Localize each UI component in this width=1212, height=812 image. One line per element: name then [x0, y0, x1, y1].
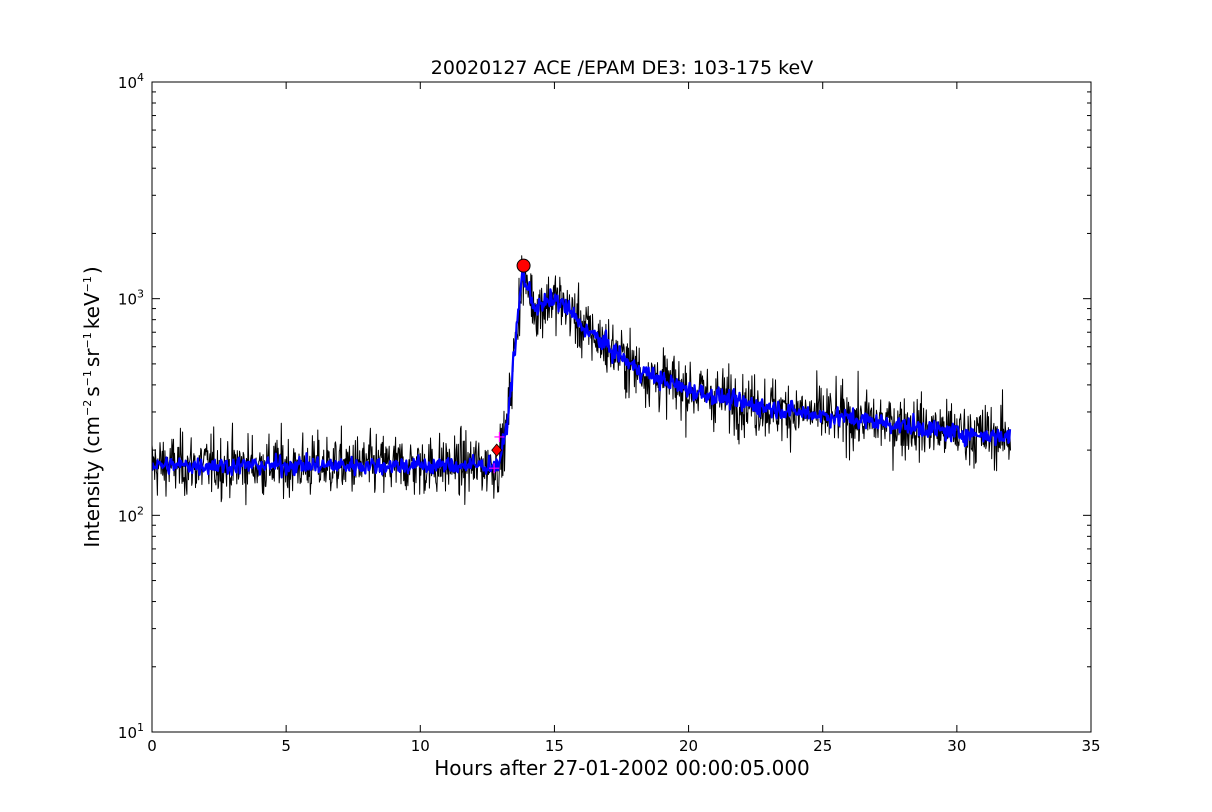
x-axis: 0 5 10 15 20 25 30 35 [147, 82, 1101, 755]
series-layer [152, 255, 1012, 506]
y-axis: 101 102 103 104 [118, 71, 1091, 742]
onset-marker [491, 443, 503, 457]
y-tick-label: 103 [118, 288, 144, 309]
x-tick-label: 20 [679, 737, 698, 755]
x-tick-label: 35 [1081, 737, 1100, 755]
x-tick-label: 5 [281, 737, 291, 755]
y-axis-label: Intensity (cm−2s−1sr−1keV−1) [80, 266, 104, 547]
chart-title: 20020127 ACE /EPAM DE3: 103-175 keV [431, 57, 813, 79]
x-axis-label: Hours after 27-01-2002 00:00:05.000 [434, 756, 810, 780]
peak-marker [516, 258, 531, 273]
x-tick-label: 15 [545, 737, 564, 755]
plot-frame [151, 81, 1092, 733]
onset-cross-marker [489, 463, 500, 474]
marker-layer [489, 258, 531, 474]
x-tick-label: 30 [947, 737, 966, 755]
smoothed-intensity-line [152, 269, 1012, 479]
x-tick-label: 0 [147, 737, 157, 755]
y-tick-label: 101 [118, 721, 144, 742]
y-tick-label: 102 [118, 504, 144, 525]
onset-cross-marker [494, 431, 505, 442]
y-tick-label: 104 [118, 71, 144, 92]
x-tick-label: 25 [813, 737, 832, 755]
x-tick-label: 10 [411, 737, 430, 755]
